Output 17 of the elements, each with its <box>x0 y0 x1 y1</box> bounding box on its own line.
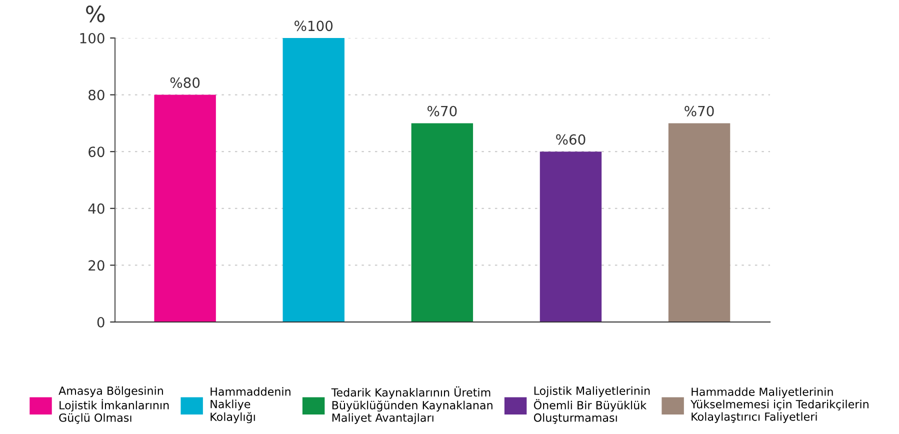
legend-label: Hammaddenin Nakliye Kolaylığı <box>210 387 290 424</box>
data-label: %60 <box>556 134 586 145</box>
data-label: %80 <box>170 77 200 88</box>
legend-label: Lojistik Maliyetlerinin Önemli Bir Büyüklük Oluşturmaması <box>534 386 650 424</box>
data-label: %70 <box>684 106 714 116</box>
y-tick-label: 60 <box>88 146 104 158</box>
data-label: %100 <box>294 20 333 32</box>
data-label: %70 <box>428 106 457 116</box>
y-tick-label: 0 <box>97 316 104 328</box>
y-tick-label: 80 <box>88 90 104 100</box>
legend-label: Hammadde Maliyetlerinin Yükselmemesi için Tedarikçilerin Kolaylaştırıcı Faliyetleri <box>690 387 868 423</box>
y-axis-title: % <box>86 6 105 22</box>
y-tick-label: 20 <box>88 260 104 271</box>
y-tick-label: 40 <box>88 203 104 214</box>
legend-label: Tedarik Kaynaklarının Üretim Büyüklüğünden Kaynaklanan Maliyet Avantajları <box>331 386 492 424</box>
y-tick-label: 100 <box>80 32 104 44</box>
legend-label: Amasya Bölgesinin Lojistik İmkanlarının Güçlü Olması <box>58 386 169 424</box>
